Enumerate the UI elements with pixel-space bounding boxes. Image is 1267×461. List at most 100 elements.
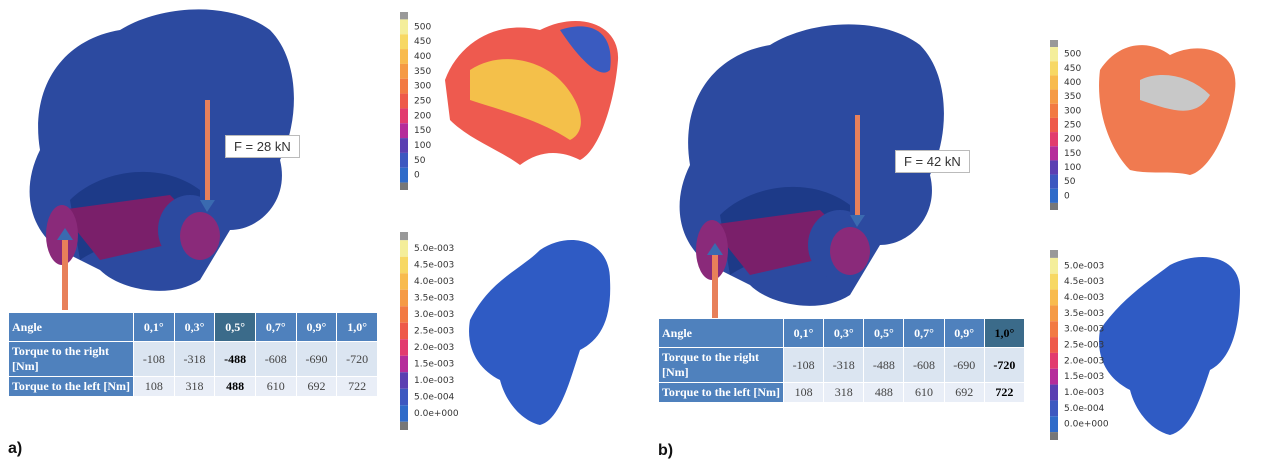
header-cell: Angle xyxy=(659,319,784,348)
header-cell: 0,1° xyxy=(784,319,824,348)
table-cell: -720 xyxy=(337,342,378,377)
scale-band xyxy=(1050,353,1058,369)
scale-band xyxy=(400,79,408,94)
header-cell: 0,5° xyxy=(215,313,256,342)
scale-band xyxy=(400,323,408,340)
scale-label: 3.5e-003 xyxy=(1064,309,1104,319)
table-cell: -108 xyxy=(784,348,824,383)
scale-band xyxy=(400,339,408,356)
panel-label: a) xyxy=(8,440,22,458)
table-cell: -608 xyxy=(904,348,944,383)
scale-band xyxy=(1050,132,1058,146)
force-label: F = 42 kN xyxy=(895,150,970,173)
scale-end xyxy=(400,232,408,240)
scale-band xyxy=(400,19,408,34)
header-cell: 1,0° xyxy=(984,319,1024,348)
header-cell: 1,0° xyxy=(337,313,378,342)
table-cell: 692 xyxy=(944,383,984,403)
table-cell: Torque to the right [Nm] xyxy=(9,342,134,377)
scale-band xyxy=(1050,290,1058,306)
stress-plot xyxy=(1099,45,1235,175)
scale-label: 350 xyxy=(1064,92,1081,102)
scale-band xyxy=(400,34,408,49)
scale-band xyxy=(400,49,408,64)
scale-label: 200 xyxy=(1064,135,1081,145)
scale-band xyxy=(400,273,408,290)
scale-band xyxy=(1050,90,1058,104)
header-cell: 0,1° xyxy=(134,313,175,342)
scale-label: 4.5e-003 xyxy=(414,261,454,271)
scale-end xyxy=(400,12,408,19)
scale-band xyxy=(400,123,408,138)
scale-band xyxy=(1050,47,1058,61)
table-cell: Torque to the left [Nm] xyxy=(659,383,784,403)
scale-label: 2.0e-003 xyxy=(1064,356,1104,366)
scale-band xyxy=(400,168,408,183)
scale-label: 300 xyxy=(1064,106,1081,116)
header-cell: 0,7° xyxy=(255,313,296,342)
header-cell: 0,7° xyxy=(904,319,944,348)
table-cell: 610 xyxy=(904,383,944,403)
table-cell: -488 xyxy=(864,348,904,383)
table-cell: 692 xyxy=(296,377,337,397)
table-cell: -608 xyxy=(255,342,296,377)
scale-label: 3.0e-003 xyxy=(1064,325,1104,335)
scale-label: 350 xyxy=(414,67,431,77)
scale-end xyxy=(1050,203,1058,210)
scale-label: 100 xyxy=(1064,163,1081,173)
scale-band xyxy=(1050,146,1058,160)
scale-band xyxy=(1050,337,1058,353)
table-cell: 722 xyxy=(337,377,378,397)
table-row: Torque to the right [Nm]-108-318-488-608… xyxy=(9,342,378,377)
scale-label: 3.0e-003 xyxy=(414,310,454,320)
scale-label: 5.0e-004 xyxy=(1064,404,1105,414)
scale-label: 50 xyxy=(1064,177,1076,187)
table-cell: -488 xyxy=(215,342,256,377)
scale-band xyxy=(400,356,408,373)
scale-band xyxy=(1050,189,1058,203)
scale-label: 0 xyxy=(414,171,420,181)
header-cell: 0,9° xyxy=(296,313,337,342)
scale-label: 1.0e-003 xyxy=(1064,388,1104,398)
scale-band xyxy=(1050,75,1058,89)
scale-band xyxy=(400,153,408,168)
scale-band xyxy=(400,405,408,422)
header-cell: 0,3° xyxy=(824,319,864,348)
table-cell: -108 xyxy=(134,342,175,377)
scale-band xyxy=(1050,385,1058,401)
scale-end xyxy=(400,422,408,430)
scale-label: 150 xyxy=(1064,149,1081,159)
scale-band xyxy=(400,108,408,123)
model-render xyxy=(680,24,944,325)
model-render xyxy=(30,9,294,310)
scale-label: 250 xyxy=(1064,121,1081,131)
scale-band xyxy=(1050,369,1058,385)
scale-band xyxy=(400,306,408,323)
scale-label: 5.0e-003 xyxy=(1064,261,1104,271)
scale-band xyxy=(400,372,408,389)
scale-band xyxy=(400,290,408,307)
scale-band xyxy=(1050,305,1058,321)
scale-label: 450 xyxy=(414,37,431,47)
scale-band xyxy=(400,94,408,109)
scale-label: 150 xyxy=(414,126,431,136)
scale-label: 200 xyxy=(414,111,431,121)
scale-label: 500 xyxy=(1064,50,1081,60)
scale-label: 4.5e-003 xyxy=(1064,277,1104,287)
table-cell: Torque to the left [Nm] xyxy=(9,377,134,397)
table-cell: 318 xyxy=(824,383,864,403)
scale-label: 4.0e-003 xyxy=(1064,293,1104,303)
scale-label: 100 xyxy=(414,141,431,151)
table-cell: 318 xyxy=(174,377,215,397)
scale-label: 1.5e-003 xyxy=(414,360,454,370)
scale-label: 2.5e-003 xyxy=(1064,341,1104,351)
scale-label: 2.0e-003 xyxy=(414,343,454,353)
header-cell: 0,9° xyxy=(944,319,984,348)
scale-band xyxy=(400,64,408,79)
scale-label: 300 xyxy=(414,82,431,92)
header-cell: 0,5° xyxy=(864,319,904,348)
table-cell: 488 xyxy=(215,377,256,397)
scale-label: 5.0e-004 xyxy=(414,393,455,403)
scale-label: 1.5e-003 xyxy=(1064,372,1104,382)
table-cell: -318 xyxy=(824,348,864,383)
